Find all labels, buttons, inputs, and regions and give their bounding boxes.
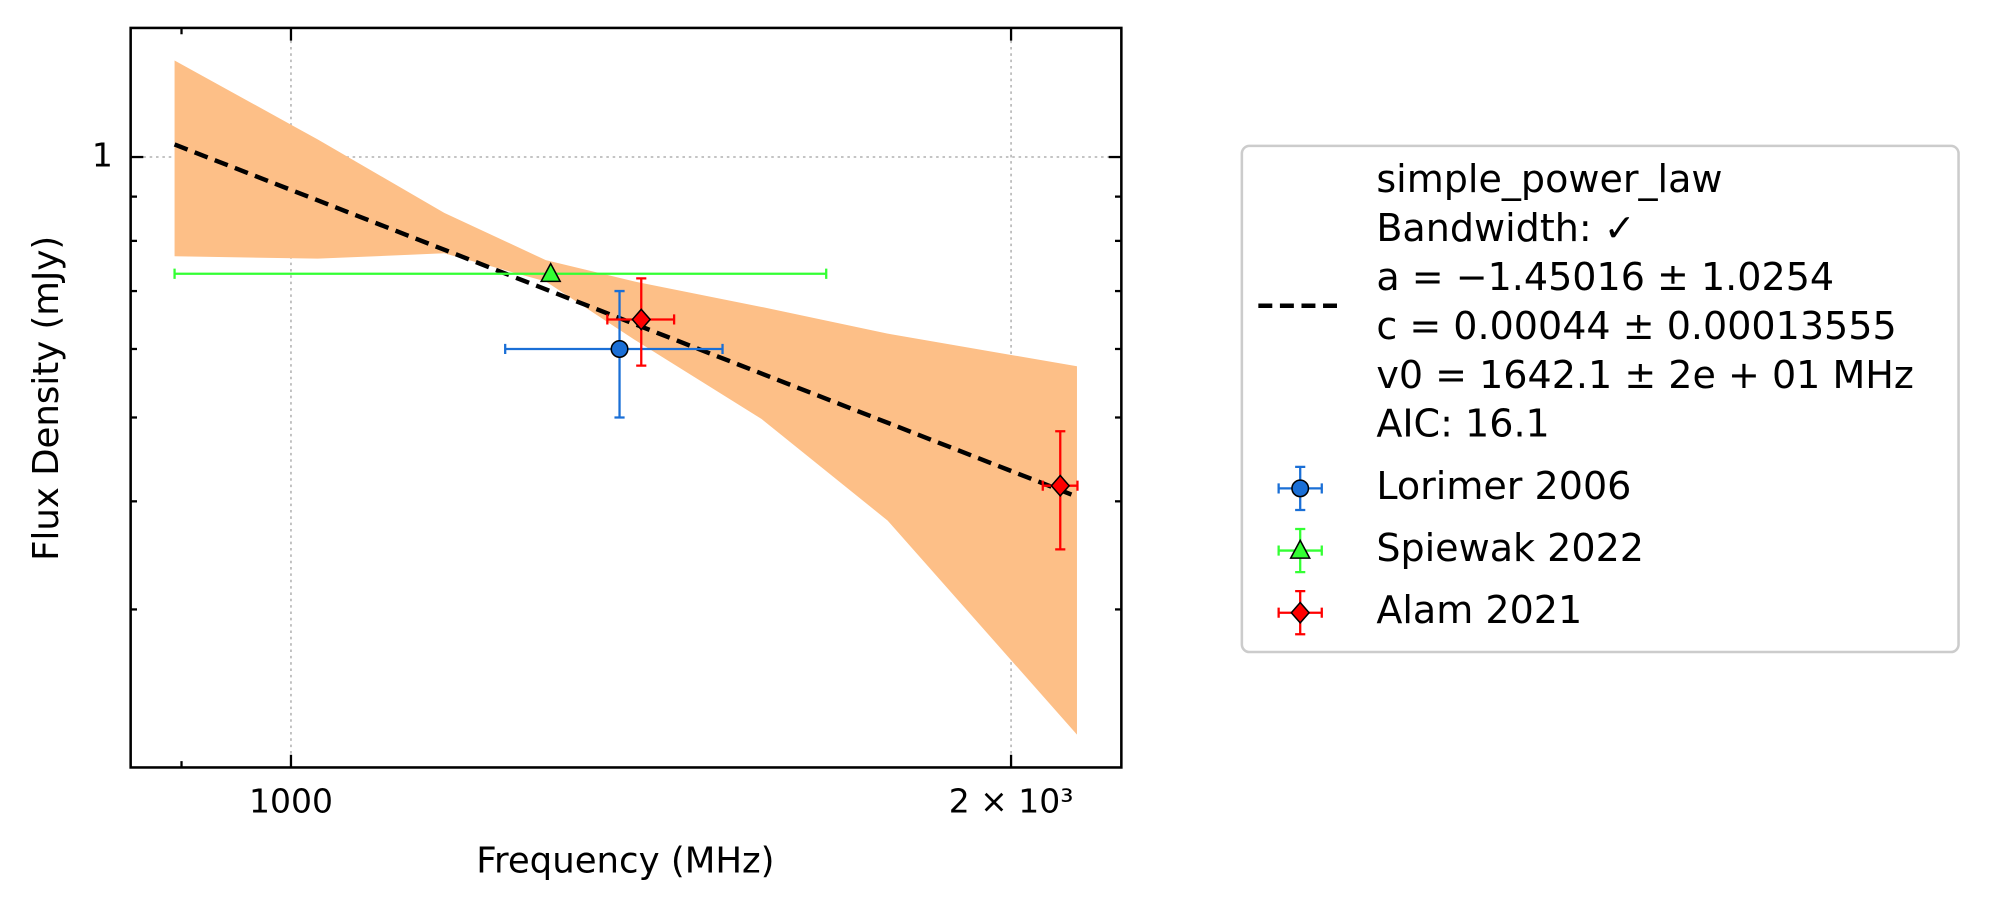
x-axis-label: Frequency (MHz): [476, 841, 774, 882]
plot-frame: [129, 26, 1123, 769]
legend-box: [1240, 144, 1960, 654]
x-error-bar: [173, 268, 828, 279]
y-axis-label: Flux Density (mJy): [26, 236, 67, 561]
legend-marker: [1289, 538, 1311, 559]
x-tick-label: 1000: [249, 781, 333, 820]
legend-label: AIC: 16.1: [1376, 402, 1549, 446]
legend-label: Spiewak 2022: [1376, 526, 1644, 570]
legend-marker: [1290, 601, 1311, 625]
legend-label: c = 0.00044 ± 0.00013555: [1376, 304, 1896, 348]
confidence-band: [174, 60, 1077, 735]
x-tick-label: 2 × 10³: [949, 781, 1074, 820]
data-point: [631, 308, 652, 331]
plot-area: [130, 27, 1122, 768]
data-point: [539, 261, 562, 283]
legend-label: v0 = 1642.1 ± 2e + 01 MHz: [1376, 353, 1914, 397]
legend-label: Bandwidth: ✓: [1376, 206, 1635, 250]
legend-label: Alam 2021: [1376, 588, 1582, 632]
legend-label: simple_power_law: [1376, 157, 1722, 201]
data-point: [610, 339, 629, 358]
y-tick-label: 1: [92, 136, 113, 175]
legend-marker: [1291, 479, 1310, 498]
data-point: [1050, 474, 1071, 497]
legend-label: a = −1.45016 ± 1.0254: [1376, 255, 1834, 299]
legend-label: Lorimer 2006: [1376, 464, 1631, 508]
